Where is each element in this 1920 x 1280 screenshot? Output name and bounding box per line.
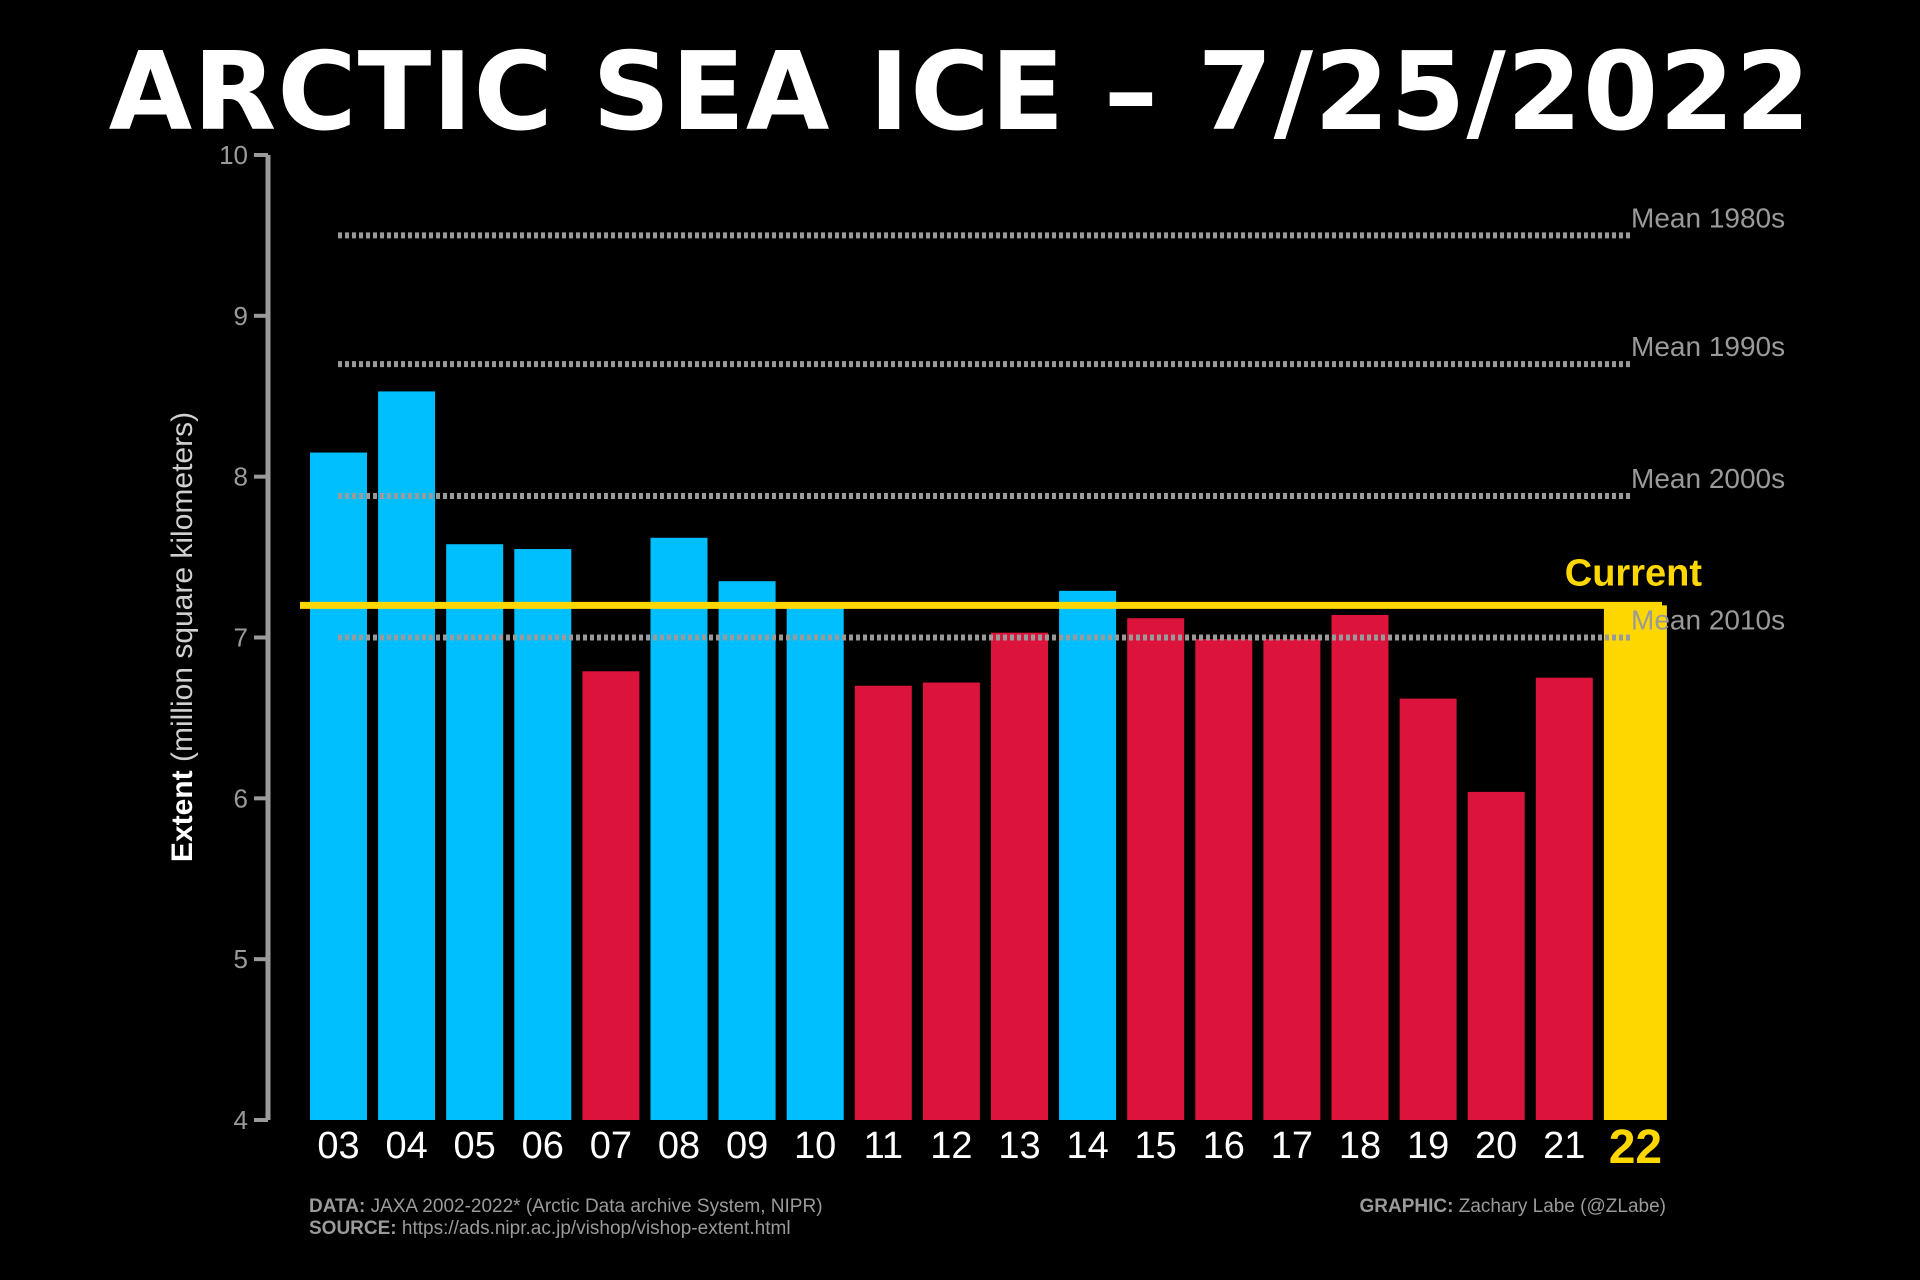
footer-source-value: https://ads.nipr.ac.jp/vishop/vishop-ext… [401, 1218, 791, 1239]
bar-15 [1127, 618, 1185, 1120]
x-tick-label-17: 17 [1271, 1125, 1313, 1167]
x-tick-label-08: 08 [658, 1125, 700, 1167]
footer-data-value: JAXA 2002-2022* (Arctic Data archive Sys… [370, 1196, 823, 1217]
y-tick-label-10: 10 [219, 140, 248, 170]
mean-line-label-3: Mean 2000s [1631, 463, 1785, 494]
current-label: Current [1565, 552, 1703, 594]
bar-12 [922, 682, 980, 1120]
y-axis-label: Extent (million square kilometers) [166, 412, 199, 862]
x-tick-label-11: 11 [864, 1125, 903, 1167]
bar-10 [786, 602, 844, 1120]
bar-16 [1195, 639, 1253, 1120]
x-tick-label-04: 04 [385, 1125, 427, 1167]
bar-09 [718, 581, 776, 1120]
x-tick-label-16: 16 [1203, 1125, 1245, 1167]
bar-14 [1059, 590, 1117, 1120]
bar-22 [1603, 605, 1667, 1120]
mean-line-label-2: Mean 1990s [1631, 331, 1785, 362]
mean-line-label-1: Mean 1980s [1631, 202, 1785, 233]
x-tick-label-03: 03 [317, 1125, 359, 1167]
footer-graphic: GRAPHIC: Zachary Labe (@ZLabe) [1359, 1196, 1666, 1218]
footer-data-line: DATA: JAXA 2002-2022* (Arctic Data archi… [309, 1196, 823, 1218]
footer-graphic-key: GRAPHIC: [1359, 1196, 1454, 1217]
footer-graphic-value: Zachary Labe (@ZLabe) [1458, 1196, 1666, 1217]
y-axis-label-units: (million square kilometers) [166, 412, 199, 762]
x-tick-label-21: 21 [1543, 1125, 1585, 1167]
x-tick-label-14: 14 [1066, 1125, 1108, 1167]
x-tick-label-09: 09 [726, 1125, 768, 1167]
footer-credits: DATA: JAXA 2002-2022* (Arctic Data archi… [309, 1196, 823, 1240]
x-tick-label-20: 20 [1475, 1125, 1517, 1167]
x-tick-label-18: 18 [1339, 1125, 1381, 1167]
bar-06 [514, 549, 572, 1120]
mean-line-label-4: Mean 2010s [1631, 605, 1785, 636]
y-tick-label-9: 9 [234, 301, 248, 331]
x-tick-label-06: 06 [522, 1125, 564, 1167]
bar-18 [1331, 614, 1389, 1120]
bar-13 [991, 632, 1048, 1120]
y-tick-label-6: 6 [234, 783, 248, 813]
y-tick-label-7: 7 [234, 623, 248, 653]
bar-17 [1263, 639, 1321, 1120]
y-tick-label-5: 5 [234, 944, 248, 974]
bar-05 [446, 544, 504, 1120]
bar-08 [650, 537, 708, 1120]
bar-21 [1535, 677, 1593, 1120]
bar-07 [582, 671, 640, 1120]
bar-19 [1399, 698, 1457, 1120]
bar-04 [378, 391, 436, 1120]
footer-source-line: SOURCE: https://ads.nipr.ac.jp/vishop/vi… [309, 1218, 823, 1240]
x-tick-label-05: 05 [454, 1125, 496, 1167]
x-tick-label-07: 07 [590, 1125, 632, 1167]
bar-20 [1467, 791, 1525, 1120]
x-tick-label-19: 19 [1407, 1125, 1449, 1167]
x-tick-label-15: 15 [1135, 1125, 1177, 1167]
x-tick-label-12: 12 [930, 1125, 972, 1167]
footer-data-key: DATA: [309, 1196, 366, 1217]
footer-source-key: SOURCE: [309, 1218, 397, 1239]
x-tick-label-22: 22 [1609, 1121, 1662, 1174]
bar-03 [310, 452, 367, 1121]
chart-title: ARCTIC SEA ICE – 7/25/2022 [108, 30, 1812, 155]
x-tick-label-13: 13 [998, 1125, 1040, 1167]
y-tick-label-4: 4 [234, 1105, 248, 1135]
y-tick-label-8: 8 [234, 462, 248, 492]
bar-11 [854, 685, 912, 1120]
y-axis-label-bold: Extent [166, 762, 199, 862]
x-tick-label-10: 10 [794, 1125, 836, 1167]
